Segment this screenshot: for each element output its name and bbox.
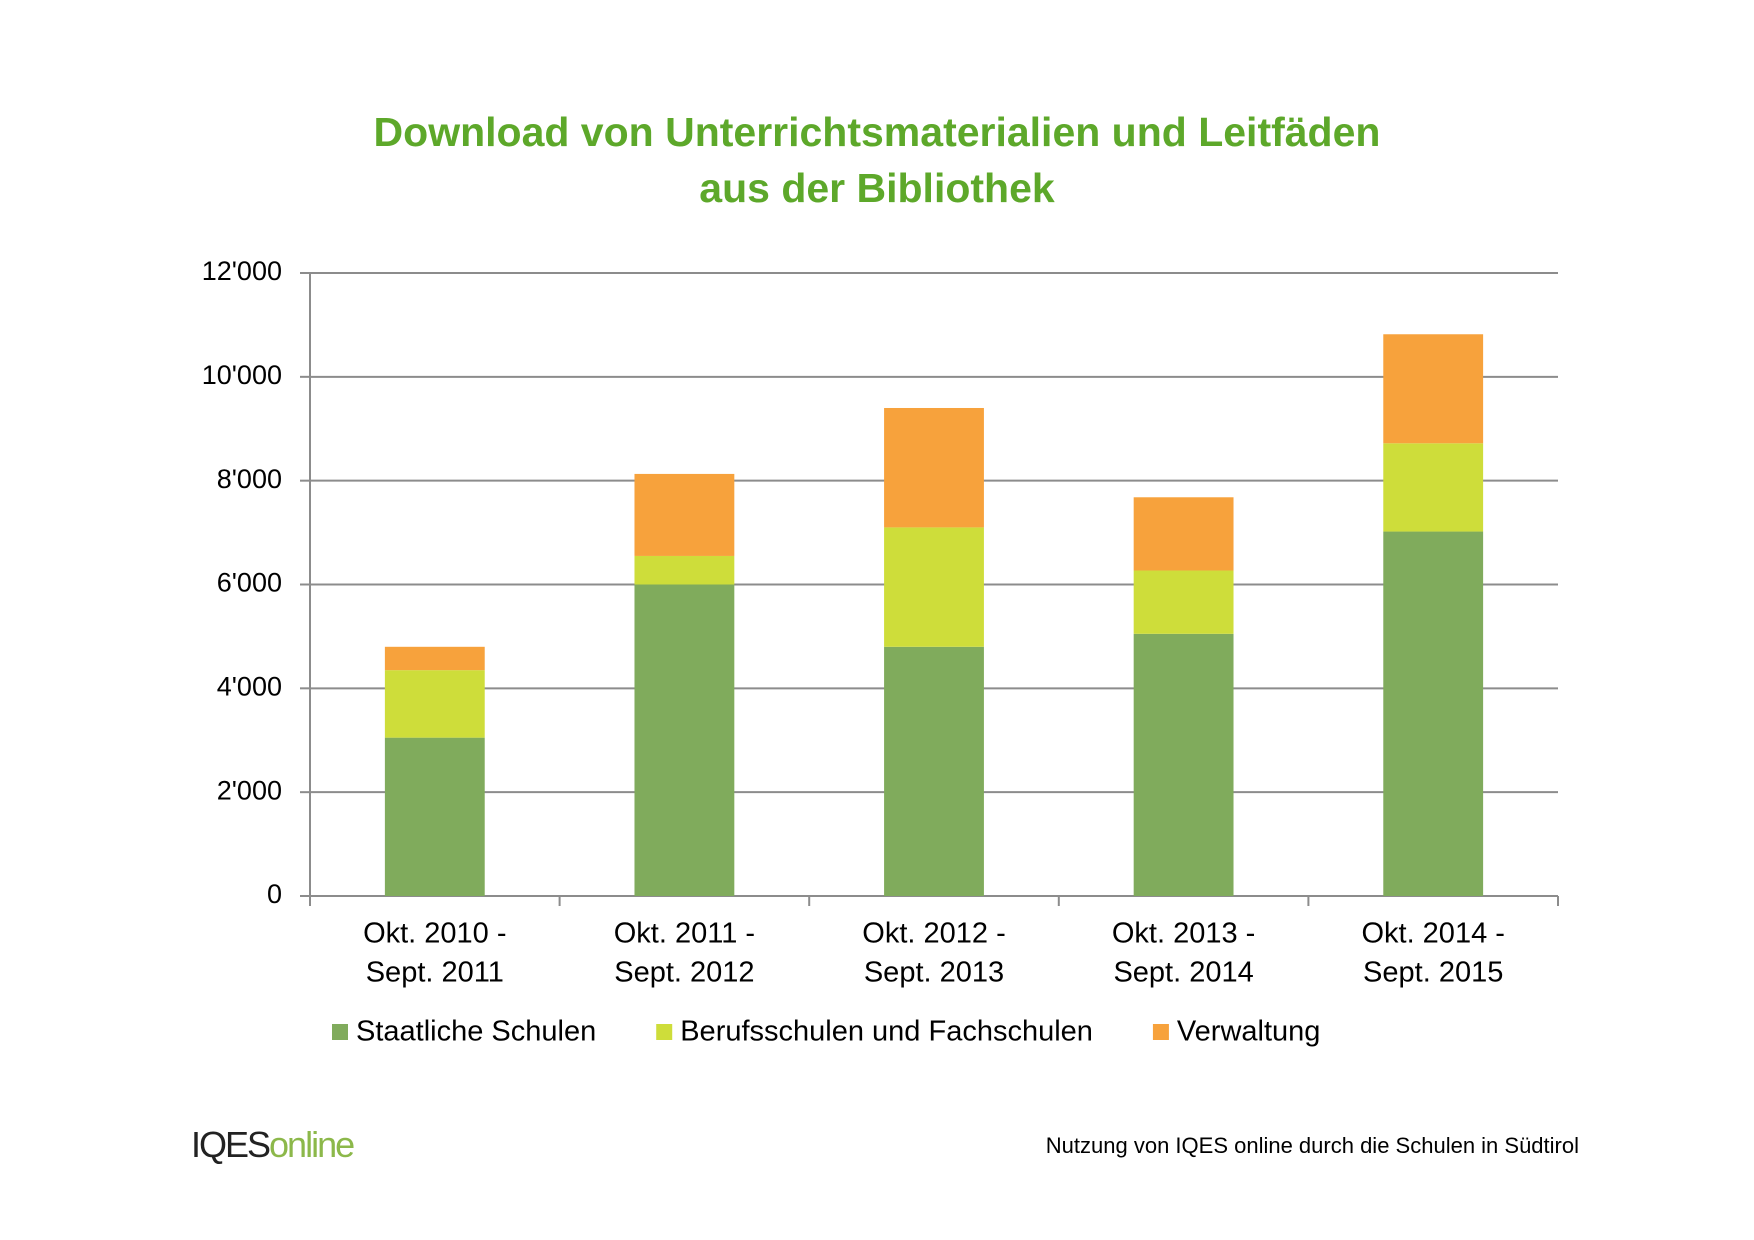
legend-marker xyxy=(656,1024,673,1040)
x-tick-label: Okt. 2014 - xyxy=(1361,918,1504,950)
bar-segment xyxy=(1133,570,1234,634)
bar-segment xyxy=(634,555,735,585)
footer-note: Nutzung von IQES online durch die Schule… xyxy=(1046,1133,1579,1158)
bar-segment xyxy=(1383,531,1484,896)
legend-marker xyxy=(1152,1024,1169,1040)
x-tick-label: Sept. 2011 xyxy=(366,957,504,989)
x-tick-label: Sept. 2013 xyxy=(864,957,1004,989)
bar-segment xyxy=(1383,443,1484,532)
chart-title: Download von Unterrichtsmaterialien und … xyxy=(374,109,1381,155)
legend-label: Verwaltung xyxy=(1177,1016,1321,1048)
bar-segment xyxy=(1133,633,1234,896)
y-tick-label: 6'000 xyxy=(217,568,282,598)
x-tick-label: Sept. 2014 xyxy=(1113,957,1253,989)
bar-segment xyxy=(384,737,485,896)
bar-segment xyxy=(384,670,485,738)
y-tick-label: 8'000 xyxy=(217,464,282,494)
bar-segment xyxy=(1383,334,1484,444)
chart-title: aus der Bibliothek xyxy=(699,165,1055,211)
bar-segment xyxy=(1133,497,1234,571)
bar-segment xyxy=(384,646,485,671)
x-tick-label: Sept. 2012 xyxy=(614,957,754,989)
bar-segment xyxy=(884,646,984,896)
legend-marker xyxy=(332,1024,348,1040)
x-tick-label: Sept. 2015 xyxy=(1363,957,1503,989)
y-tick-label: 4'000 xyxy=(217,671,282,701)
y-tick-label: 2'000 xyxy=(217,775,282,805)
x-tick-label: Okt. 2010 - xyxy=(363,918,506,950)
y-tick-label: 10'000 xyxy=(202,360,282,390)
legend-label: Staatliche Schulen xyxy=(356,1016,596,1048)
bar-segment xyxy=(884,527,984,647)
legend-label: Berufsschulen und Fachschulen xyxy=(680,1016,1093,1048)
x-tick-label: Okt. 2012 - xyxy=(862,918,1005,950)
bar-segment xyxy=(884,407,984,528)
logo-part: IQES xyxy=(191,1124,270,1165)
y-tick-label: 12'000 xyxy=(202,256,282,286)
bar-segment xyxy=(634,473,735,556)
bar-segment xyxy=(634,584,735,896)
logo-part: online xyxy=(269,1124,354,1165)
logo: IQESonline xyxy=(191,1124,354,1165)
x-tick-label: Okt. 2013 - xyxy=(1112,918,1255,950)
y-tick-label: 0 xyxy=(267,879,282,909)
x-tick-label: Okt. 2011 - xyxy=(614,918,755,950)
